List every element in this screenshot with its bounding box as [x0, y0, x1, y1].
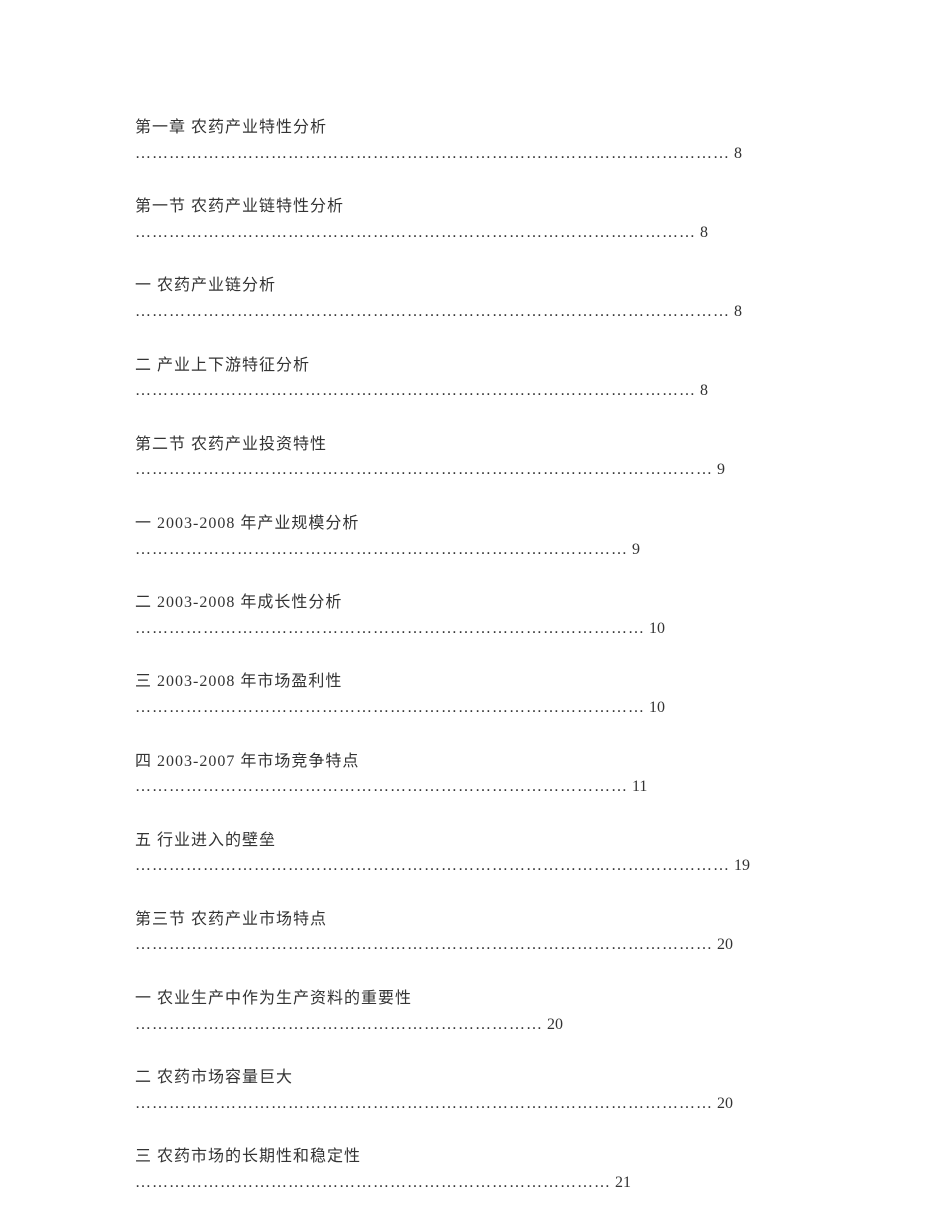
- toc-leader: ………………………………………………………………: [135, 1016, 543, 1033]
- toc-page: 8: [700, 382, 708, 399]
- toc-leader: ………………………………………………………………………………: [135, 699, 645, 716]
- toc-entry: 一 农业生产中作为生产资料的重要性 ……………………………………………………………: [135, 986, 815, 1037]
- toc-entry: 二 农药市场容量巨大 ………………………………………………………………………………: [135, 1065, 815, 1116]
- toc-page: 20: [717, 936, 733, 953]
- toc-entry: 三 农药市场的长期性和稳定性 ……………………………………………………………………: [135, 1144, 815, 1195]
- toc-title: 一 2003-2008 年产业规模分析: [135, 511, 815, 537]
- toc-page: 8: [734, 303, 742, 320]
- toc-entry: 四 2003-2007 年市场竞争特点 ………………………………………………………: [135, 749, 815, 800]
- toc-page: 11: [632, 778, 647, 795]
- toc-entry: 一 农药产业链分析 …………………………………………………………………………………: [135, 273, 815, 324]
- toc-entry: 第一章 农药产业特性分析 …………………………………………………………………………: [135, 115, 815, 166]
- toc-page: 21: [615, 1174, 631, 1191]
- toc-leader: …………………………………………………………………………………………: [135, 1095, 713, 1112]
- toc-leader: ……………………………………………………………………………………………: [135, 145, 730, 162]
- toc-leader-line: ……………………………………………………………………………9: [135, 537, 815, 563]
- toc-leader-line: …………………………………………………………………………………………20: [135, 932, 815, 958]
- toc-page: 20: [717, 1095, 733, 1112]
- toc-entry: 第一节 农药产业链特性分析 ………………………………………………………………………: [135, 194, 815, 245]
- toc-leader-line: …………………………………………………………………………21: [135, 1170, 815, 1196]
- toc-entry: 二 2003-2008 年成长性分析 …………………………………………………………: [135, 590, 815, 641]
- toc-leader-line: ………………………………………………………………………………………8: [135, 378, 815, 404]
- toc-leader: ……………………………………………………………………………………………: [135, 303, 730, 320]
- toc-page: 10: [649, 699, 665, 716]
- toc-title: 二 农药市场容量巨大: [135, 1065, 815, 1091]
- toc-title: 第三节 农药产业市场特点: [135, 907, 815, 933]
- toc-entry: 第二节 农药产业投资特性 …………………………………………………………………………: [135, 432, 815, 483]
- toc-leader-line: ……………………………………………………………………………………………8: [135, 141, 815, 167]
- toc-entry: 一 2003-2008 年产业规模分析 ………………………………………………………: [135, 511, 815, 562]
- toc-title: 第二节 农药产业投资特性: [135, 432, 815, 458]
- toc-leader: …………………………………………………………………………: [135, 1174, 611, 1191]
- toc-leader: ……………………………………………………………………………………………: [135, 857, 730, 874]
- toc-leader: ……………………………………………………………………………: [135, 541, 628, 558]
- toc-leader-line: …………………………………………………………………………………………9: [135, 457, 815, 483]
- toc-page: 10: [649, 620, 665, 637]
- toc-page: 9: [717, 461, 725, 478]
- toc-leader-line: ………………………………………………………………20: [135, 1012, 815, 1038]
- toc-title: 四 2003-2007 年市场竞争特点: [135, 749, 815, 775]
- toc-title: 三 农药市场的长期性和稳定性: [135, 1144, 815, 1170]
- toc-title: 二 2003-2008 年成长性分析: [135, 590, 815, 616]
- toc-leader: ………………………………………………………………………………………: [135, 224, 696, 241]
- toc-entry: 二 产业上下游特征分析 ……………………………………………………………………………: [135, 353, 815, 404]
- toc-leader: ………………………………………………………………………………………: [135, 382, 696, 399]
- toc-leader-line: ……………………………………………………………………………………………8: [135, 299, 815, 325]
- toc-page: 8: [734, 145, 742, 162]
- toc-leader-line: ………………………………………………………………………………10: [135, 616, 815, 642]
- toc-leader-line: ……………………………………………………………………………………………19: [135, 853, 815, 879]
- toc-leader-line: ……………………………………………………………………………11: [135, 774, 815, 800]
- toc-title: 第一节 农药产业链特性分析: [135, 194, 815, 220]
- toc-title: 一 农药产业链分析: [135, 273, 815, 299]
- toc-leader: …………………………………………………………………………………………: [135, 461, 713, 478]
- toc-container: 第一章 农药产业特性分析 …………………………………………………………………………: [135, 115, 815, 1196]
- toc-leader: ………………………………………………………………………………: [135, 620, 645, 637]
- toc-title: 二 产业上下游特征分析: [135, 353, 815, 379]
- toc-title: 五 行业进入的壁垒: [135, 828, 815, 854]
- toc-leader-line: …………………………………………………………………………………………20: [135, 1091, 815, 1117]
- toc-title: 第一章 农药产业特性分析: [135, 115, 815, 141]
- toc-title: 一 农业生产中作为生产资料的重要性: [135, 986, 815, 1012]
- toc-title: 三 2003-2008 年市场盈利性: [135, 669, 815, 695]
- toc-page: 8: [700, 224, 708, 241]
- toc-page: 9: [632, 541, 640, 558]
- toc-entry: 第三节 农药产业市场特点 …………………………………………………………………………: [135, 907, 815, 958]
- toc-leader-line: ………………………………………………………………………………10: [135, 695, 815, 721]
- toc-leader: ……………………………………………………………………………: [135, 778, 628, 795]
- toc-entry: 三 2003-2008 年市场盈利性 …………………………………………………………: [135, 669, 815, 720]
- toc-page: 20: [547, 1016, 563, 1033]
- toc-leader-line: ………………………………………………………………………………………8: [135, 220, 815, 246]
- toc-entry: 五 行业进入的壁垒 …………………………………………………………………………………: [135, 828, 815, 879]
- toc-page: 19: [734, 857, 750, 874]
- toc-leader: …………………………………………………………………………………………: [135, 936, 713, 953]
